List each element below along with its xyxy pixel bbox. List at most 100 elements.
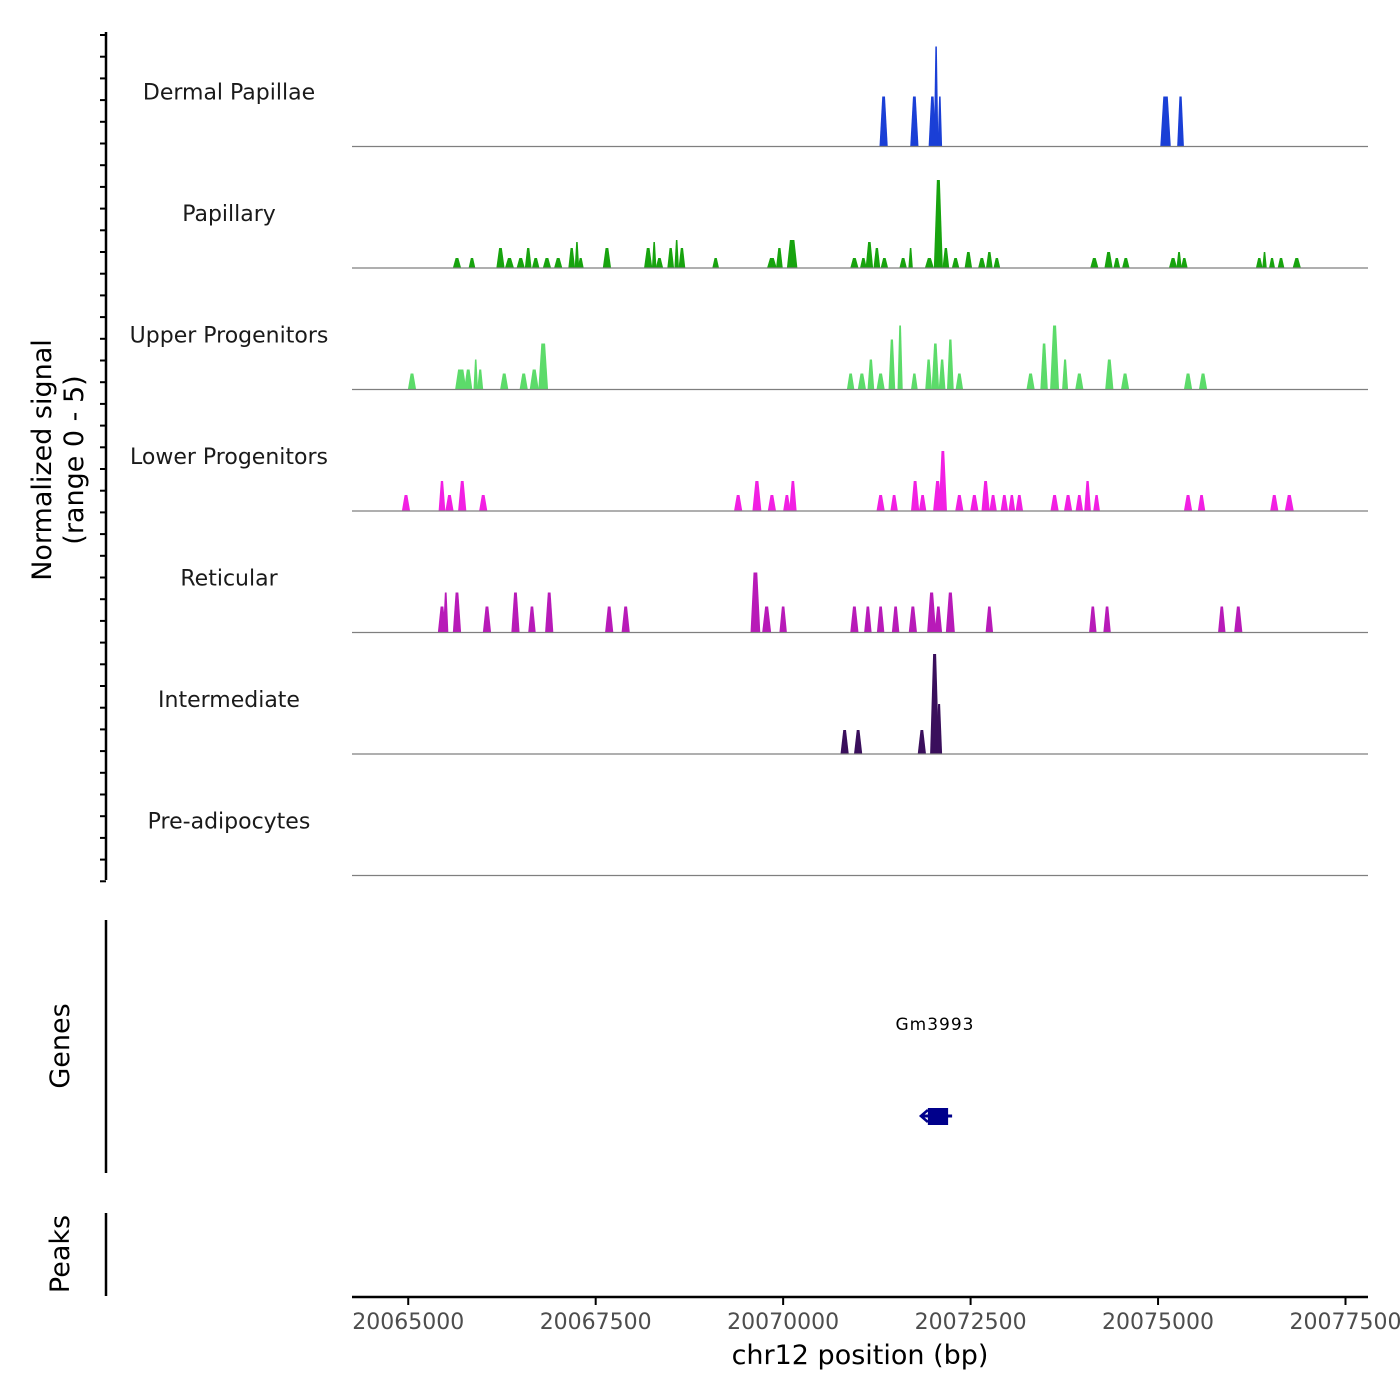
signal-peak xyxy=(910,481,920,511)
track-label: Pre-adipocytes xyxy=(148,810,311,835)
signal-peak xyxy=(577,258,584,268)
signal-peak xyxy=(946,339,954,390)
signal-peak xyxy=(1197,495,1206,511)
signal-peak xyxy=(1090,258,1099,268)
signal-peak xyxy=(1284,495,1294,511)
signal-peak xyxy=(528,606,536,633)
signal-peak xyxy=(1113,258,1121,268)
signal-peak xyxy=(458,481,467,511)
gene-gm3993: Gm3993 xyxy=(895,1015,973,1125)
signal-peak xyxy=(1270,495,1279,511)
signal-peak xyxy=(734,495,743,511)
track-label: Papillary xyxy=(182,202,276,227)
signal-peak xyxy=(933,46,939,147)
x-tick-label: 20077500 xyxy=(1290,1310,1400,1335)
signal-peak xyxy=(477,369,484,390)
signal-peak xyxy=(978,258,986,268)
signal-peak xyxy=(936,704,943,754)
signal-peak xyxy=(864,606,872,633)
signal-peak xyxy=(942,248,950,268)
signal-peak xyxy=(568,248,576,268)
signal-peak xyxy=(538,343,549,390)
signal-peak xyxy=(1015,495,1024,511)
signal-peak xyxy=(917,730,926,754)
track-intermediate: Intermediate xyxy=(158,654,1368,755)
signal-peak xyxy=(951,258,960,268)
signal-peak xyxy=(955,495,964,511)
signal-peak xyxy=(897,325,903,390)
signal-peak xyxy=(910,96,919,147)
signal-peak xyxy=(890,495,898,511)
signal-peak xyxy=(1180,258,1188,268)
signal-peak xyxy=(840,730,849,754)
signal-peak xyxy=(473,359,478,390)
signal-peak xyxy=(445,495,454,511)
signal-peak xyxy=(482,606,492,633)
peaks-panel-title: Peaks xyxy=(45,1215,76,1293)
signal-peak xyxy=(891,606,900,633)
signal-peak xyxy=(767,258,777,268)
track-label: Dermal Papillae xyxy=(143,81,315,106)
signal-peak xyxy=(989,495,997,511)
signal-peak xyxy=(531,258,540,268)
signal-peak xyxy=(779,606,787,633)
signal-peak xyxy=(937,96,943,147)
signal-peak xyxy=(786,240,798,268)
signal-peak xyxy=(504,258,514,268)
signal-peak xyxy=(964,252,973,268)
signal-peak xyxy=(452,592,462,633)
signal-peak xyxy=(918,495,927,511)
signal-peak xyxy=(857,373,866,390)
signal-peak xyxy=(1063,495,1073,511)
track-label: Intermediate xyxy=(158,688,300,713)
signal-peak xyxy=(854,730,863,754)
signal-peak xyxy=(1277,258,1285,268)
signal-peak xyxy=(873,248,881,268)
signal-peak xyxy=(511,592,520,633)
signal-peak xyxy=(925,359,932,390)
signal-peak xyxy=(930,654,940,754)
signal-peak xyxy=(554,258,563,268)
track-lower-progenitors: Lower Progenitors xyxy=(130,445,1368,512)
track-label: Reticular xyxy=(180,567,278,592)
x-axis-title: chr12 position (bp) xyxy=(732,1340,989,1371)
signal-peak xyxy=(1177,96,1184,147)
signal-peak xyxy=(500,373,509,390)
signal-peak xyxy=(789,481,797,511)
signal-peak xyxy=(407,373,417,390)
signal-peak xyxy=(1168,258,1178,268)
signal-peak xyxy=(938,359,946,390)
y-axis-subtitle: (range 0 - 5) xyxy=(59,375,90,544)
signal-peak xyxy=(752,481,762,511)
signal-peak xyxy=(1050,325,1060,390)
signal-peak xyxy=(938,451,947,511)
signal-peak xyxy=(1075,495,1084,511)
signal-peak xyxy=(545,592,554,633)
signal-peak xyxy=(1218,606,1226,633)
signal-peak xyxy=(529,369,539,390)
x-tick-label: 20065000 xyxy=(352,1310,464,1335)
signal-peak xyxy=(865,242,874,268)
x-tick-label: 20072500 xyxy=(915,1310,1027,1335)
signal-peak xyxy=(1103,606,1111,633)
signal-peak xyxy=(667,248,675,268)
signal-peak xyxy=(945,592,955,633)
signal-peak xyxy=(981,481,990,511)
track-label: Upper Progenitors xyxy=(130,324,329,349)
signal-peak xyxy=(876,606,885,633)
signal-peak xyxy=(712,258,720,268)
signal-peak xyxy=(846,373,855,390)
signal-peak xyxy=(651,242,657,268)
x-tick-label: 20070000 xyxy=(727,1310,839,1335)
signal-peak xyxy=(750,572,761,633)
signal-peak xyxy=(479,495,488,511)
signal-tracks: Dermal Papillae Papillary Upper Progenitor… xyxy=(130,46,1368,877)
x-tick-label: 20075000 xyxy=(1102,1310,1214,1335)
track-papillary: Papillary xyxy=(182,180,1368,269)
x-tick-label: 20067500 xyxy=(540,1310,652,1335)
signal-peak xyxy=(1105,359,1114,390)
signal-peak xyxy=(934,606,943,633)
signal-peak xyxy=(519,373,528,390)
signal-peak xyxy=(762,606,772,633)
signal-peak xyxy=(955,373,964,390)
